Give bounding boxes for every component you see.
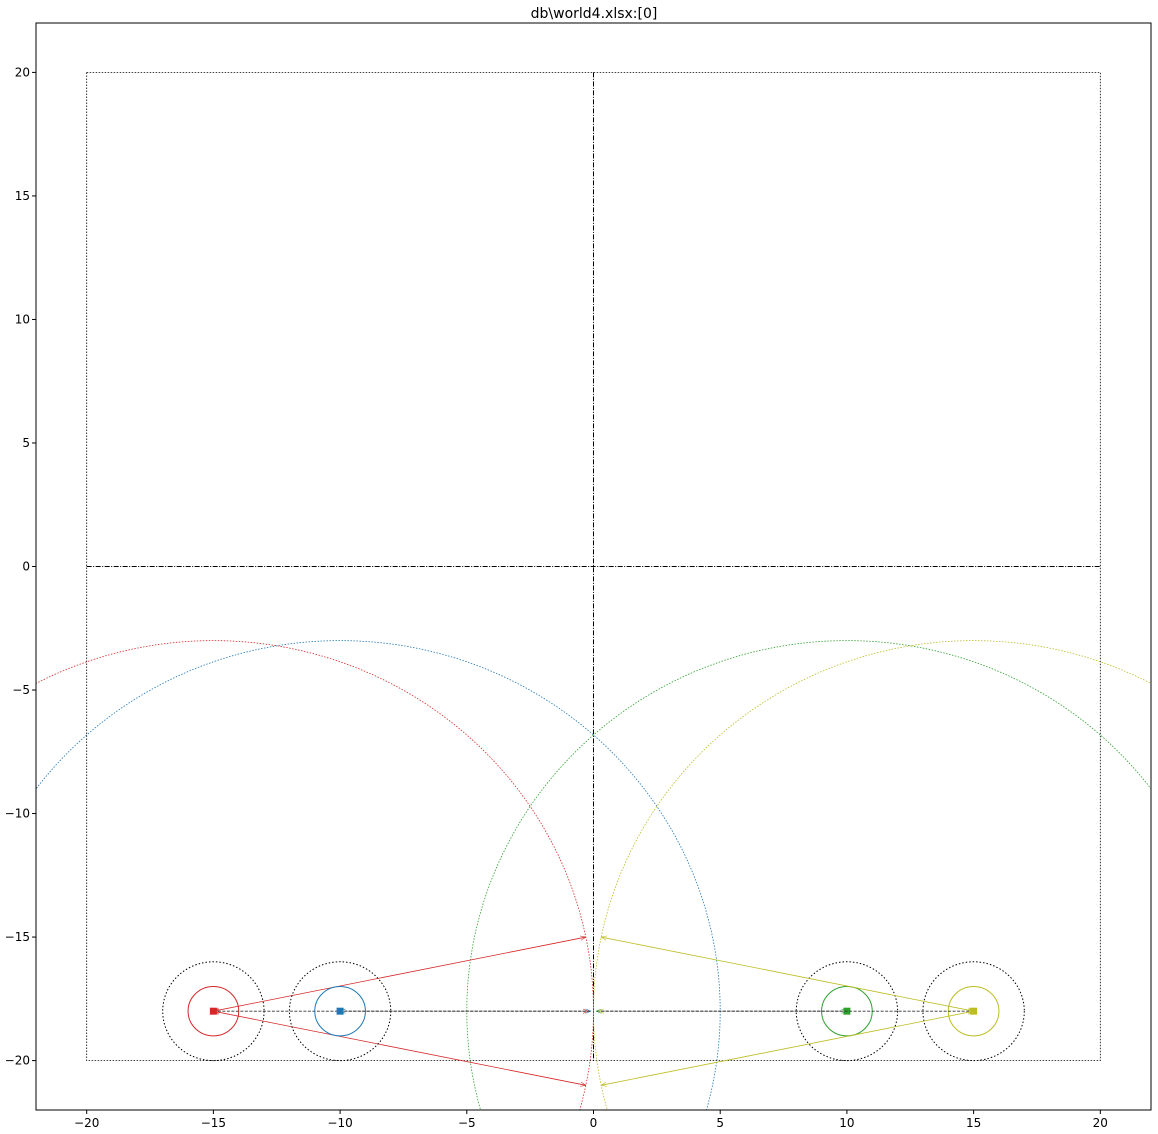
agent-2-sense-circle [466, 640, 1151, 1110]
y-tick-label: −10 [5, 807, 30, 821]
x-tick-label: −15 [201, 1116, 226, 1130]
x-tick-label: 20 [1093, 1116, 1108, 1130]
agent-3-marker [970, 1007, 978, 1015]
agent-3-arrow-0 [601, 937, 974, 1011]
y-tick-label: −20 [5, 1054, 30, 1068]
x-tick-label: 5 [716, 1116, 724, 1130]
y-tick-label: −5 [12, 683, 30, 697]
y-tick-label: 15 [15, 189, 30, 203]
y-tick-label: −15 [5, 930, 30, 944]
x-tick-label: −20 [74, 1116, 99, 1130]
agent-0-marker [209, 1007, 217, 1015]
plot-clip-group [36, 72, 1151, 1110]
agent-1-marker [336, 1007, 344, 1015]
y-tick-label: 0 [22, 560, 30, 574]
y-axis-ticks: −20 −15 −10 −5 0 5 10 15 20 [5, 65, 36, 1068]
y-tick-label: 10 [15, 312, 30, 326]
x-tick-label: −10 [327, 1116, 352, 1130]
x-axis-ticks: −20 −15 −10 −5 0 5 10 15 20 [74, 1110, 1108, 1130]
x-tick-label: 15 [966, 1116, 981, 1130]
plot-area [36, 72, 1151, 1110]
agent-3-sense-circle [593, 640, 1151, 1110]
agent-1-sense-circle [36, 640, 721, 1110]
agent-3-arrow-1 [601, 1011, 974, 1085]
x-tick-label: 0 [590, 1116, 598, 1130]
agent-0-sense-circle [36, 640, 594, 1110]
x-tick-label: 10 [839, 1116, 854, 1130]
y-tick-label: 5 [22, 436, 30, 450]
agent-0-arrow-1 [213, 1011, 586, 1085]
chart-title: db\world4.xlsx:[0] [531, 6, 658, 22]
agent-0-arrow-0 [213, 937, 586, 1011]
x-tick-label: −5 [458, 1116, 476, 1130]
y-tick-label: 20 [15, 65, 30, 79]
